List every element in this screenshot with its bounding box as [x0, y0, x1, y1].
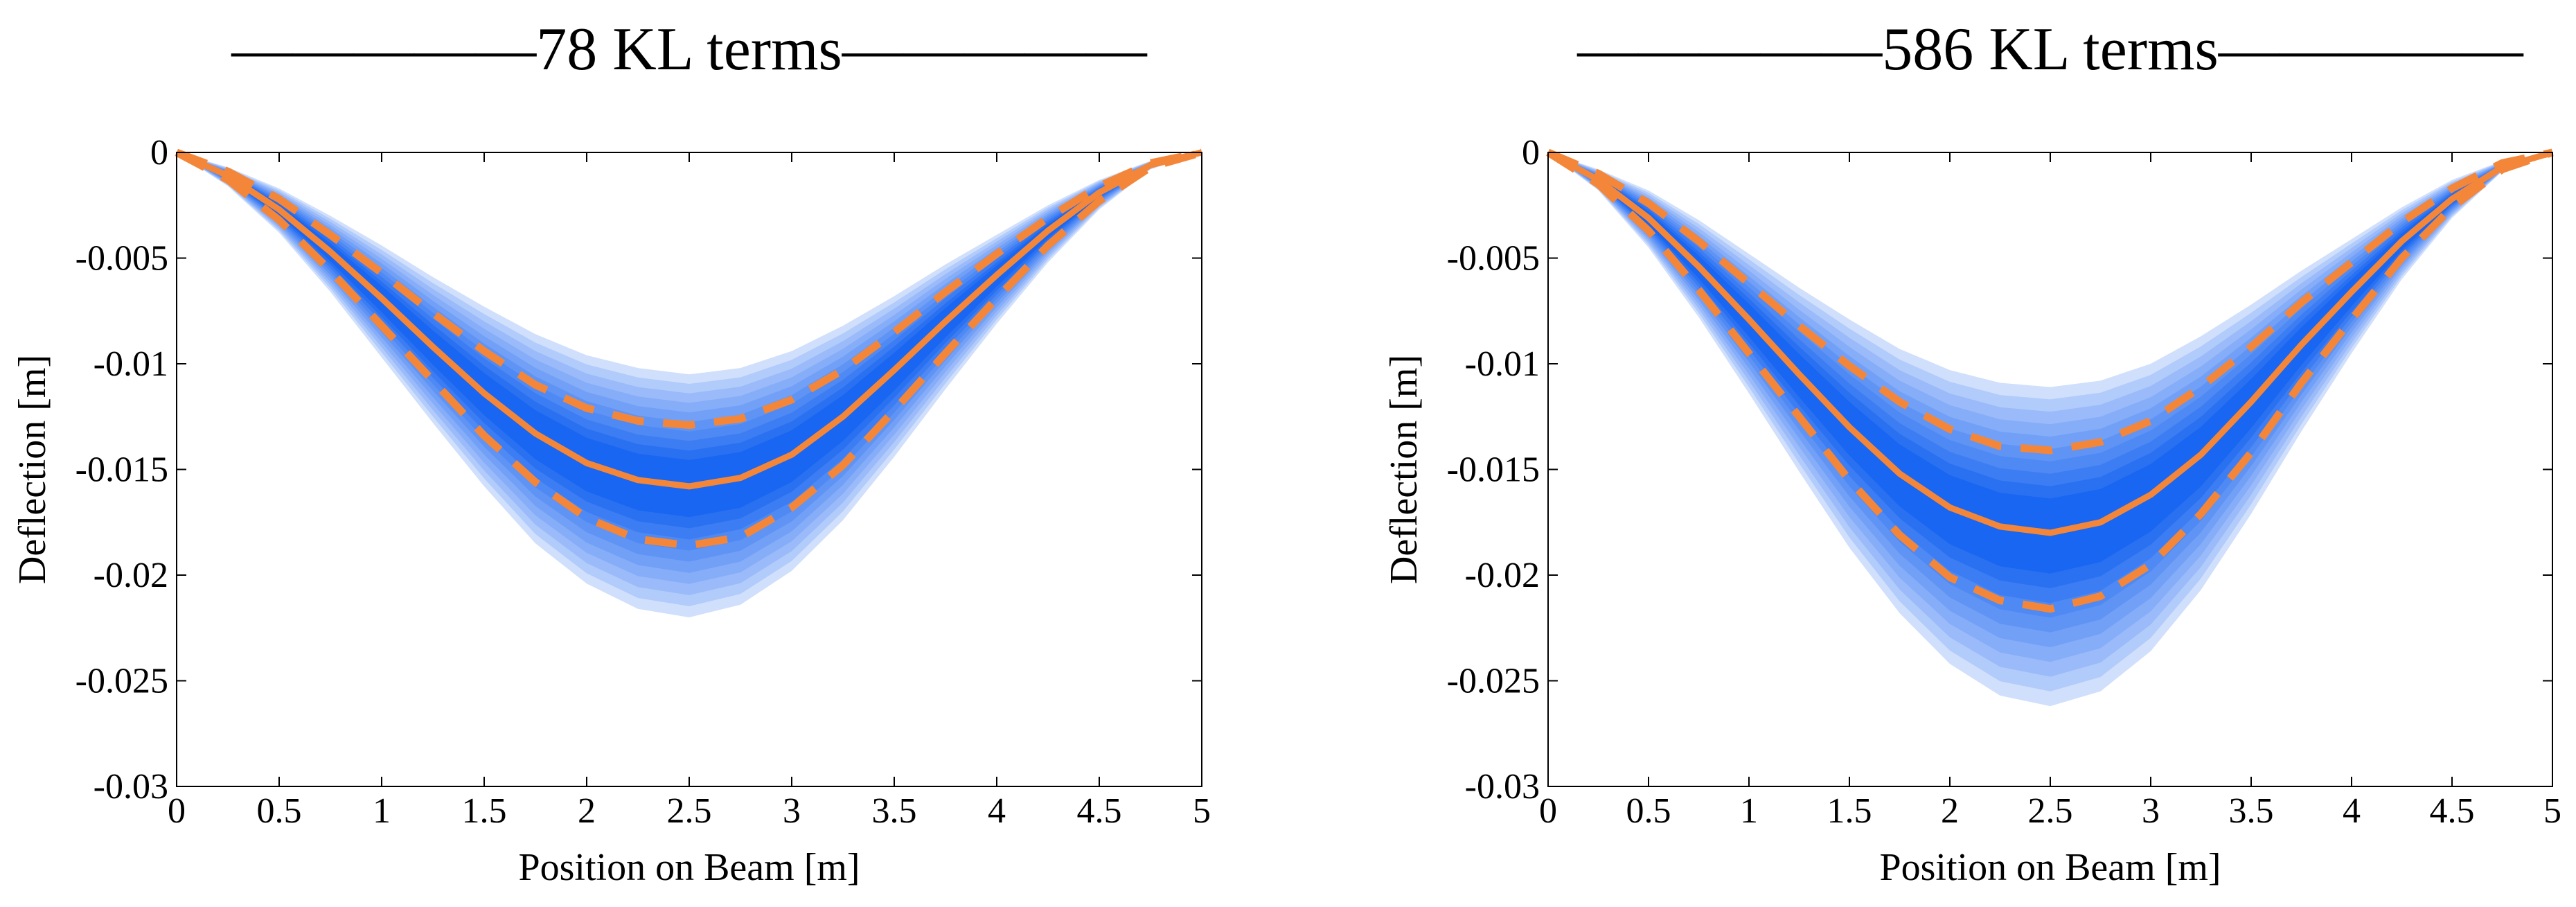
- x-tick-label: 3: [2142, 791, 2160, 831]
- x-tick-label: 1: [373, 791, 391, 831]
- y-tick-label: -0.015: [75, 450, 168, 490]
- y-tick-label: -0.015: [1447, 450, 1540, 490]
- y-axis-label: Deflection [m]: [1383, 355, 1425, 584]
- x-tick-label: 1.5: [462, 791, 507, 831]
- y-tick-label: -0.03: [1465, 767, 1540, 807]
- mean-line: [175, 149, 1203, 490]
- x-tick-label: 4: [2343, 791, 2361, 831]
- upper-quantile-line: [1546, 148, 2554, 455]
- x-tick-label: 2: [578, 791, 596, 831]
- x-tick-label: 4.5: [1077, 791, 1122, 831]
- x-tick-label: 2.5: [667, 791, 712, 831]
- chart-title: —————586 KL terms—————: [1576, 16, 2524, 83]
- x-tick-label: 0: [168, 791, 186, 831]
- uncertainty-band-9: [1548, 152, 2552, 574]
- y-tick-label: -0.005: [75, 239, 168, 279]
- x-tick-label: 2.5: [2028, 791, 2073, 831]
- x-tick-label: 3: [783, 791, 801, 831]
- y-axis-label: Deflection [m]: [11, 355, 54, 584]
- x-tick-label: 1: [1740, 791, 1758, 831]
- y-tick-label: 0: [1522, 133, 1540, 173]
- chart-title: —————78 KL terms—————: [231, 16, 1148, 83]
- chart-right: —————586 KL terms————— 0 0.5 1 1.5 2 2.5 3 3.5 4 4…: [1383, 16, 2561, 889]
- x-axis-label: Position on Beam [m]: [518, 846, 860, 889]
- y-tick-label: -0.025: [75, 662, 168, 701]
- x-tick-label: 2: [1941, 791, 1959, 831]
- x-tick-label: 5: [1193, 791, 1211, 831]
- y-tick-label: -0.02: [1465, 556, 1540, 595]
- y-tick-label: -0.005: [1447, 239, 1540, 279]
- mean-line: [1546, 149, 2554, 536]
- x-tick-label: 3.5: [2229, 791, 2274, 831]
- y-tick-label: 0: [150, 133, 168, 173]
- x-tick-label: 3.5: [872, 791, 917, 831]
- y-tick-label: -0.01: [1465, 344, 1540, 384]
- x-tick-label: 4.5: [2430, 791, 2475, 831]
- upper-quantile-line: [175, 148, 1203, 429]
- y-tick-label: -0.03: [94, 767, 168, 807]
- x-tick-label: 4: [988, 791, 1006, 831]
- x-axis-label: Position on Beam [m]: [1879, 846, 2221, 889]
- lower-quantile-line: [1546, 148, 2554, 613]
- x-tick-label: 5: [2543, 791, 2561, 831]
- y-tick-label: -0.01: [94, 344, 168, 384]
- x-tick-label: 0: [1539, 791, 1557, 831]
- x-tick-label: 0.5: [257, 791, 302, 831]
- lower-quantile-line: [175, 148, 1203, 549]
- x-tick-label: 0.5: [1626, 791, 1671, 831]
- y-tick-label: -0.025: [1447, 662, 1540, 701]
- x-tick-label: 1.5: [1827, 791, 1872, 831]
- y-tick-label: -0.02: [94, 556, 168, 595]
- chart-left: —————78 KL terms————— 0 0.5 1 1.5 2 2.5 3 3.5 4 4.…: [11, 16, 1211, 889]
- uncertainty-band-2: [1548, 152, 2552, 677]
